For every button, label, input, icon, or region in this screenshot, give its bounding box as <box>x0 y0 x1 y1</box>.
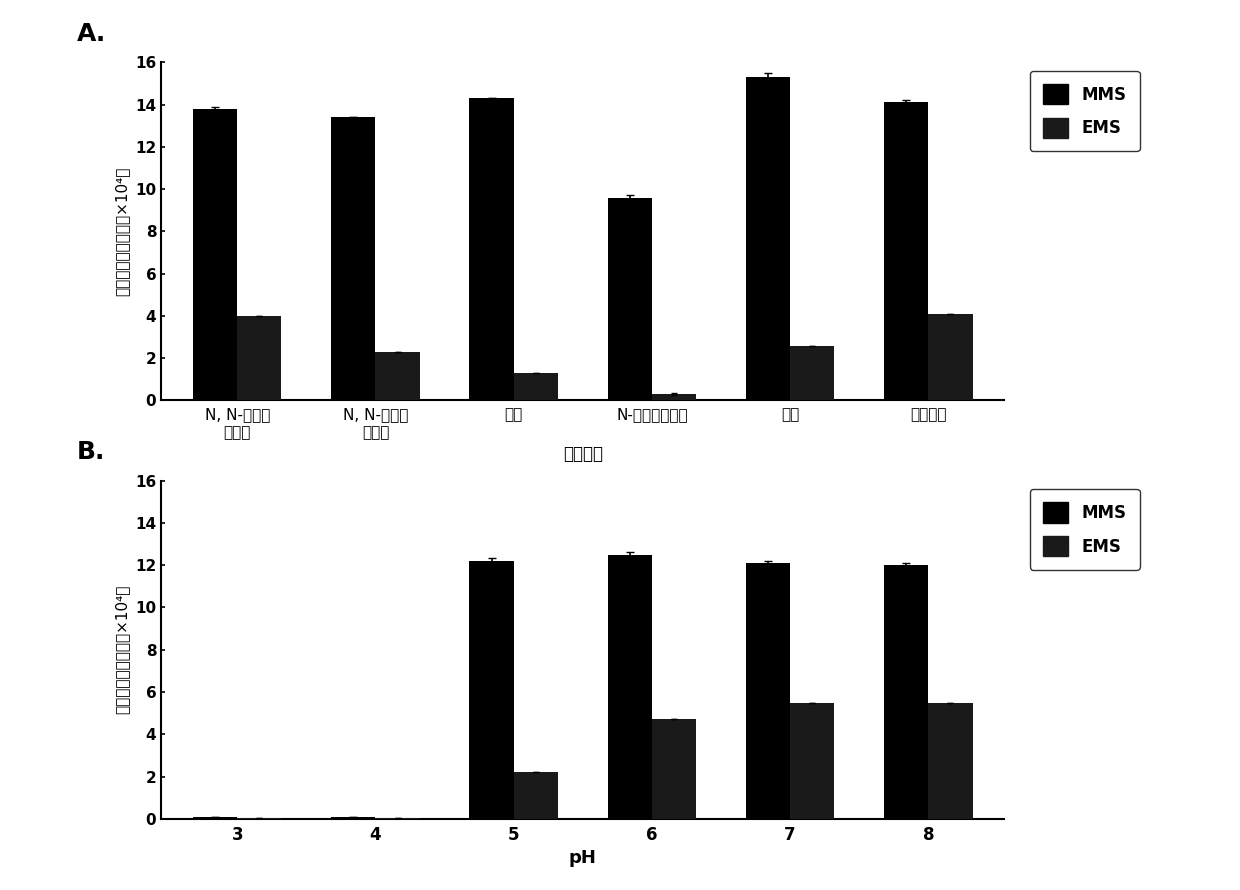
Text: A.: A. <box>77 21 107 45</box>
Legend: MMS, EMS: MMS, EMS <box>1029 489 1140 570</box>
Bar <box>746 77 790 400</box>
Legend: MMS, EMS: MMS, EMS <box>1029 70 1140 151</box>
Bar <box>652 719 696 819</box>
Bar <box>608 198 652 400</box>
Y-axis label: 衍生化产物峰面积（×10⁴）: 衍生化产物峰面积（×10⁴） <box>114 166 129 296</box>
Bar <box>608 554 652 819</box>
Bar <box>513 373 558 400</box>
Bar <box>193 817 237 819</box>
Bar <box>652 394 696 400</box>
Bar <box>746 563 790 819</box>
Text: B.: B. <box>77 440 105 464</box>
Bar <box>470 98 513 400</box>
Bar <box>790 345 835 400</box>
Bar <box>331 117 376 400</box>
X-axis label: 有机溶剂: 有机溶剂 <box>563 445 603 464</box>
Bar <box>237 316 281 400</box>
Bar <box>470 561 513 819</box>
Bar <box>331 817 376 819</box>
X-axis label: pH: pH <box>569 849 596 867</box>
Bar <box>929 702 972 819</box>
Bar <box>376 818 419 819</box>
Y-axis label: 衍生化产物峰面积（×10⁴）: 衍生化产物峰面积（×10⁴） <box>114 585 129 715</box>
Bar <box>884 565 929 819</box>
Bar <box>884 102 929 401</box>
Bar <box>237 818 281 819</box>
Bar <box>513 773 558 819</box>
Bar <box>193 109 237 400</box>
Bar <box>929 314 972 400</box>
Bar <box>790 702 835 819</box>
Bar <box>376 352 419 400</box>
